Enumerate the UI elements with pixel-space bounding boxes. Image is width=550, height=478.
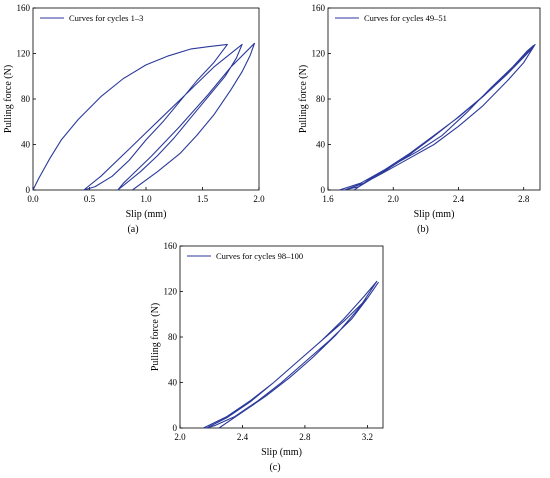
data-curve (339, 43, 536, 191)
x-tick-label: 2.0 (388, 194, 400, 204)
chart-panel-3: 2.0 2.4 2.8 3.2 0 40 80 120 160 Slip (mm) Pulling … (150, 241, 384, 473)
data-curve (32, 42, 256, 191)
y-tick-label: 160 (164, 241, 178, 251)
x-axis-title: Slip (mm) (414, 209, 455, 220)
x-axis-title: Slip (mm) (126, 209, 167, 220)
x-tick-label: 1.5 (197, 194, 209, 204)
x-tick-label: 2.4 (453, 194, 465, 204)
x-tick-label: 2.0 (174, 432, 186, 442)
y-tick-label: 160 (17, 3, 31, 13)
y-axis-title: Pulling force (N) (298, 65, 309, 133)
chart-panel-2: 1.6 2.0 2.4 2.8 0 40 80 120 160 Slip (mm) Pulling … (298, 3, 541, 235)
x-tick-label: 2.8 (299, 432, 311, 442)
y-tick-label: 80 (168, 332, 178, 342)
y-tick-label: 80 (21, 94, 31, 104)
x-tick-label: 2.0 (253, 194, 265, 204)
legend-label: Curves for cycles 1–3 (69, 13, 143, 23)
panel-label: (a) (127, 224, 138, 235)
y-tick-label: 0 (321, 185, 326, 195)
x-tick-label: 1.0 (140, 194, 152, 204)
x-tick-label: 2.8 (518, 194, 530, 204)
x-tick-label: 0.0 (27, 194, 39, 204)
x-axis-title: Slip (mm) (261, 447, 302, 458)
plot-frame (179, 245, 384, 429)
legend-label: Curves for cycles 98–100 (216, 251, 303, 261)
y-tick-label: 160 (312, 3, 326, 13)
y-tick-label: 40 (316, 140, 326, 150)
y-tick-label: 40 (21, 140, 31, 150)
y-tick-label: 120 (312, 49, 326, 59)
x-tick-label: 2.4 (237, 432, 249, 442)
panel-label: (b) (417, 224, 429, 235)
panel-label: (c) (269, 462, 280, 473)
y-tick-label: 80 (316, 94, 326, 104)
plot-frame (327, 7, 541, 191)
y-axis-title: Pulling force (N) (3, 65, 14, 133)
legend-label: Curves for cycles 49–51 (364, 13, 447, 23)
data-curve (203, 280, 379, 429)
x-tick-label: 3.2 (362, 432, 373, 442)
x-tick-label: 1.6 (322, 194, 334, 204)
y-tick-label: 120 (17, 49, 31, 59)
y-tick-label: 40 (168, 378, 178, 388)
y-tick-label: 0 (26, 185, 31, 195)
y-tick-label: 120 (164, 287, 178, 297)
y-axis-title: Pulling force (N) (150, 303, 161, 371)
x-tick-label: 0.5 (84, 194, 96, 204)
y-tick-label: 0 (173, 423, 178, 433)
chart-panel-1: 0.0 0.5 1.0 1.5 2.0 0 40 80 120 160 Slip (mm) Pulli… (3, 3, 265, 235)
